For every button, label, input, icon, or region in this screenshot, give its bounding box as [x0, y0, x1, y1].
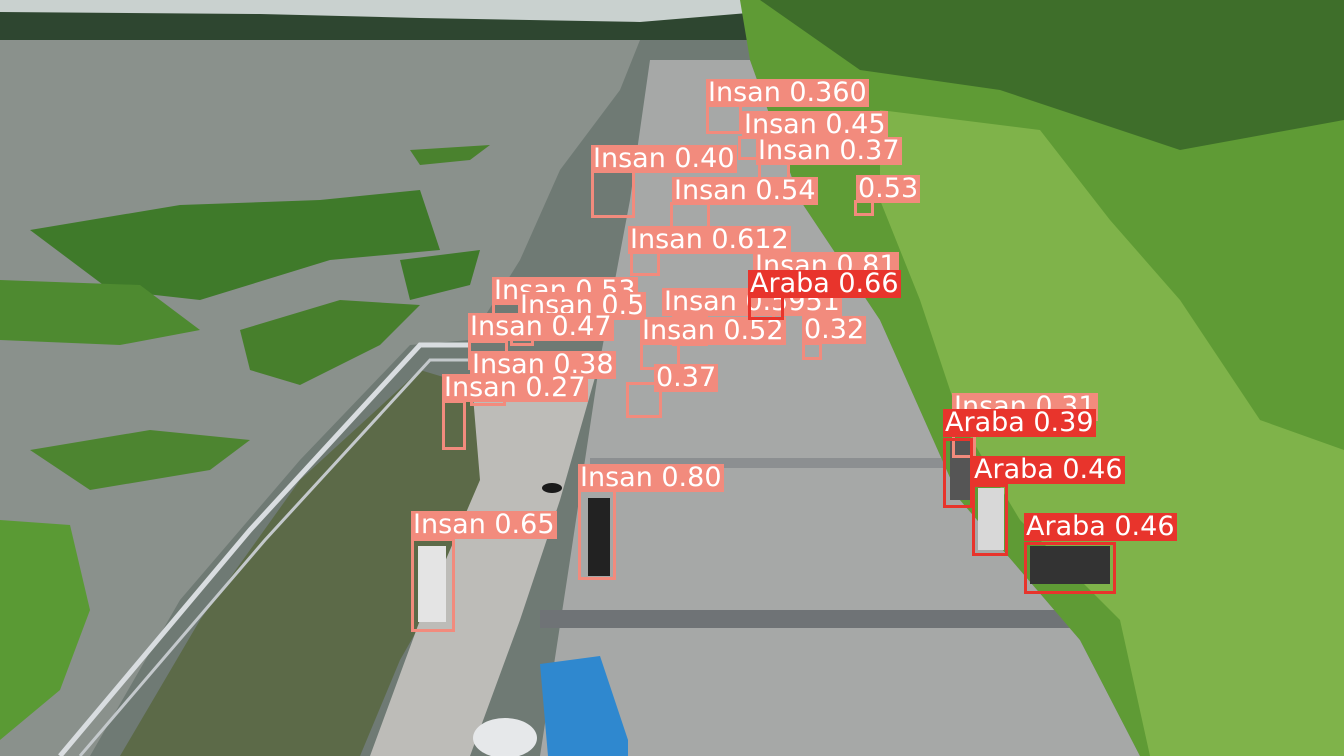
scooter-figure: [978, 488, 1004, 550]
grass-patch: [30, 430, 250, 490]
grass-patch: [0, 520, 90, 740]
car-detection-box: [943, 438, 973, 508]
person-detection-box: [411, 538, 455, 632]
detection-label: Insan 0.47: [468, 311, 614, 342]
dog-figure: [542, 483, 562, 493]
dark-trees: [760, 0, 1344, 150]
detection-label: Insan 0.53: [492, 275, 638, 306]
detection-label: Insan 0.52: [640, 315, 786, 346]
detection-label: Insan 0.54: [672, 175, 818, 206]
detection-label: Araba 0.46: [972, 454, 1125, 485]
car-detection-box: [1024, 542, 1116, 594]
person-detection-box: [591, 170, 635, 218]
detection-label: Araba 0.66: [748, 268, 901, 299]
person-detection-box: [442, 400, 466, 450]
grass-patch: [0, 280, 200, 345]
shallow-water: [120, 370, 520, 756]
person-figure: [588, 498, 610, 576]
detection-label: Insan 0.40: [591, 143, 737, 174]
detection-label: Insan 0.5: [518, 290, 647, 321]
pavement-stripe: [590, 458, 950, 468]
grass-patch: [240, 300, 420, 385]
pavement-stripe: [540, 610, 1076, 628]
detection-label: Araba 0.39: [943, 407, 1096, 438]
willow-trees: [880, 110, 1344, 756]
detection-label: Insan 0.612: [628, 224, 791, 255]
person-detection-box: [626, 382, 662, 418]
detection-label: Insan 0.37: [756, 135, 902, 166]
detection-label: 0.37: [654, 362, 719, 393]
detection-label: Insan 0.65: [411, 509, 557, 540]
detection-label: Insan 0.45: [742, 109, 888, 140]
grass-patch: [410, 145, 490, 165]
detection-label: Insan 0.360: [706, 77, 869, 108]
steps: [370, 360, 600, 756]
person-detection-box: [706, 104, 742, 134]
detection-label: 0.32: [802, 314, 867, 345]
person-figure: [418, 546, 446, 622]
detection-label: Insan 0.27: [442, 372, 588, 403]
railing: [78, 358, 470, 756]
detection-label: Araba 0.46: [1024, 511, 1177, 542]
car-detection-box: [972, 484, 1008, 556]
person-detection-box: [578, 488, 616, 580]
far-tree-line: [0, 12, 760, 40]
blue-canopy: [540, 656, 628, 756]
grass-patch: [400, 250, 480, 300]
round-lamp: [473, 718, 537, 756]
grass-patch: [30, 190, 440, 300]
detection-label: 0.53: [856, 173, 921, 204]
scooter-figure: [1030, 546, 1110, 584]
detection-label: Insan 0.80: [578, 462, 724, 493]
railing: [58, 342, 470, 756]
